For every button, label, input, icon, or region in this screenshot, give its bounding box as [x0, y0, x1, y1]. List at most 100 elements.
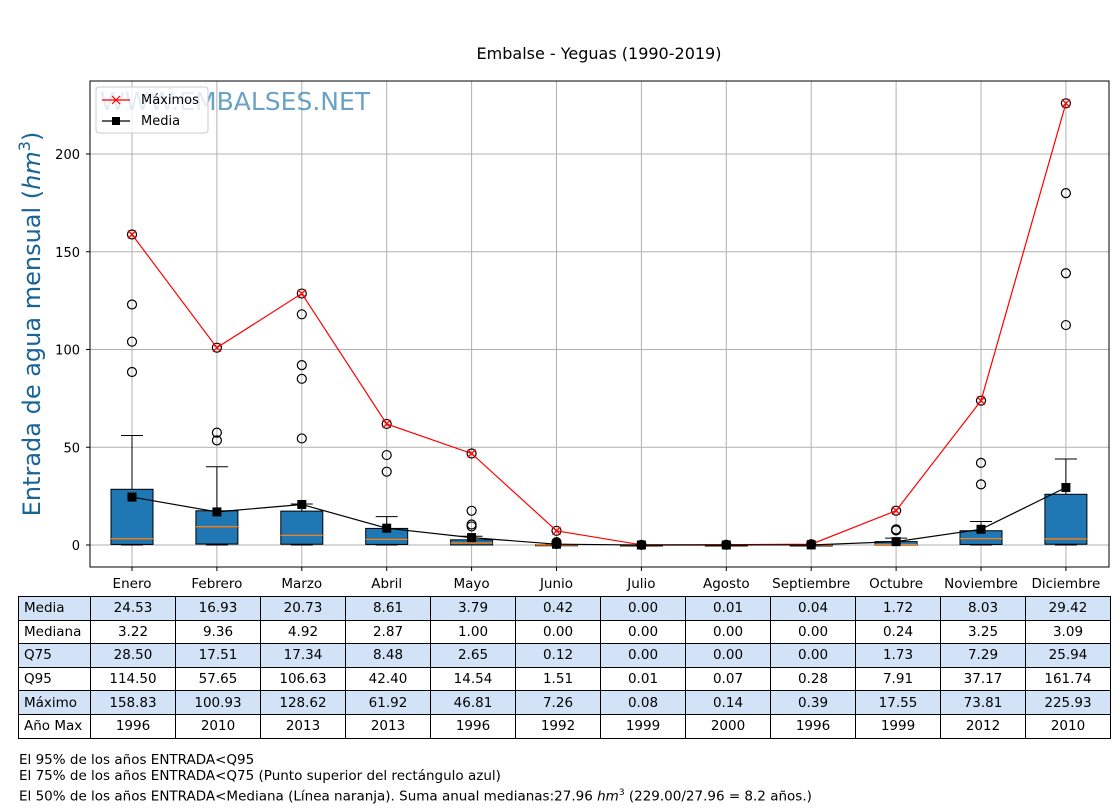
table-cell: 0.00	[685, 619, 771, 645]
table-cell: 2013	[260, 713, 346, 739]
outlier-point	[890, 505, 902, 516]
media-marker	[382, 523, 392, 533]
outlier-point	[1060, 319, 1072, 331]
table-cell: 1996	[770, 713, 856, 739]
table-cell: 0.12	[515, 643, 601, 668]
outlier-point	[296, 433, 307, 444]
table-cell: 1.00	[430, 619, 516, 645]
table-cell: 2012	[940, 713, 1026, 739]
media-marker	[806, 540, 816, 550]
table-cell: 3.22	[90, 619, 176, 645]
table-cell: 61.92	[345, 690, 431, 715]
table-cell: 0.01	[600, 666, 686, 692]
outlier-point	[381, 466, 392, 477]
outlier-point	[126, 366, 138, 378]
table-cell: 46.81	[430, 690, 516, 715]
table-cell: 100.93	[175, 690, 261, 715]
maximos-marker	[382, 419, 392, 429]
table-cell: 0.24	[855, 619, 941, 645]
table-cell: 0.00	[685, 643, 771, 668]
x-tick-label: Agosto	[703, 576, 750, 592]
stats-table: Media 24.53 16.93 20.73 8.61 3.79 0.42 0.00 0.01…	[18, 596, 1111, 739]
table-cell: 20.73	[260, 596, 346, 621]
maximos-marker	[1061, 98, 1071, 108]
maximos-marker	[891, 506, 901, 516]
outlier-point	[551, 525, 562, 536]
outlier-point	[211, 342, 222, 353]
table-cell: 29.42	[1025, 596, 1111, 621]
table-cell: 106.63	[260, 666, 346, 692]
outlier-point	[890, 524, 902, 535]
outlier-point	[296, 288, 307, 299]
table-cell: 0.00	[770, 619, 856, 645]
outlier-point	[1060, 98, 1072, 109]
table-cell: 1999	[855, 713, 941, 739]
outlier-point	[381, 449, 392, 461]
table-cell: 17.55	[855, 690, 941, 715]
table-cell: 3.25	[940, 619, 1026, 645]
table-cell: 4.92	[260, 619, 346, 645]
row-label: Año Max	[18, 713, 91, 739]
table-cell: 57.65	[175, 666, 261, 692]
table-cell: 17.34	[260, 643, 346, 668]
x-tick-label: Octubre	[869, 576, 923, 592]
table-cell: 1996	[90, 713, 176, 739]
box-marzo	[280, 288, 324, 546]
table-cell: 0.00	[515, 619, 601, 645]
table-cell: 7.26	[515, 690, 601, 715]
outlier-point	[975, 395, 987, 406]
table-cell: 3.09	[1025, 619, 1111, 645]
table-row: Q95 114.50 57.65 106.63 42.40 14.54 1.51 0.01 0.…	[18, 666, 1111, 692]
media-marker	[636, 540, 646, 550]
outlier-point	[296, 360, 307, 371]
chart-title: Embalse - Yeguas (1990-2019)	[476, 44, 722, 63]
table-row: Año Max 1996 2010 2013 2013 1996 1992 1999 2000 1…	[18, 713, 1111, 739]
outlier-point	[975, 457, 987, 468]
x-tick-label: Enero	[113, 576, 152, 592]
note-q95: El 95% de los años ENTRADA<Q95	[19, 752, 255, 768]
row-label: Máximo	[18, 690, 91, 715]
row-label: Media	[18, 596, 91, 621]
outlier-point	[126, 336, 138, 347]
maximos-marker	[552, 526, 561, 536]
table-cell: 0.04	[770, 596, 856, 621]
table-cell: 0.01	[685, 596, 771, 621]
legend-maximos-label: Máximos	[141, 93, 199, 108]
x-tick-label: Diciembre	[1031, 576, 1100, 592]
outlier-point	[466, 505, 477, 516]
outlier-point	[296, 373, 307, 384]
table-cell: 28.50	[90, 643, 176, 668]
y-tick-label: 50	[63, 441, 80, 456]
note-q75: El 75% de los años ENTRADA<Q75 (Punto su…	[19, 768, 501, 784]
note-mediana: El 50% de los años ENTRADA<Mediana (Líne…	[19, 788, 812, 805]
table-cell: 7.29	[940, 643, 1026, 668]
table-cell: 24.53	[90, 596, 176, 621]
table-cell: 1996	[430, 713, 516, 739]
table-cell: 2013	[345, 713, 431, 739]
media-marker	[976, 524, 986, 534]
y-axis-ticks: 0 50 100 150 200	[55, 148, 90, 554]
box-iqr	[280, 510, 324, 545]
maximos-marker	[467, 449, 477, 458]
table-cell: 37.17	[940, 666, 1026, 692]
table-cell: 0.08	[600, 690, 686, 715]
outlier-point	[296, 309, 307, 320]
media-marker	[891, 537, 901, 547]
boxes	[110, 98, 1088, 550]
x-axis-ticks: Enero Febrero Marzo Abril Mayo Junio Julio Agos…	[113, 567, 1100, 592]
table-cell: 42.40	[345, 666, 431, 692]
box-iqr	[110, 488, 154, 545]
table-row: Q75 28.50 17.51 17.34 8.48 2.65 0.12 0.00 0.00 0.…	[18, 643, 1111, 668]
table-cell: 17.51	[175, 643, 261, 668]
y-tick-label: 0	[72, 539, 80, 554]
outlier-point	[466, 519, 477, 530]
x-tick-label: Septiembre	[772, 576, 850, 592]
table-cell: 2010	[1025, 713, 1111, 739]
table-cell: 0.39	[770, 690, 856, 715]
table-cell: 161.74	[1025, 666, 1111, 692]
table-cell: 3.79	[430, 596, 516, 621]
x-tick-label: Julio	[626, 576, 655, 592]
table-cell: 2.87	[345, 619, 431, 645]
table-cell: 7.91	[855, 666, 941, 692]
legend-media-label: Media	[141, 114, 180, 129]
